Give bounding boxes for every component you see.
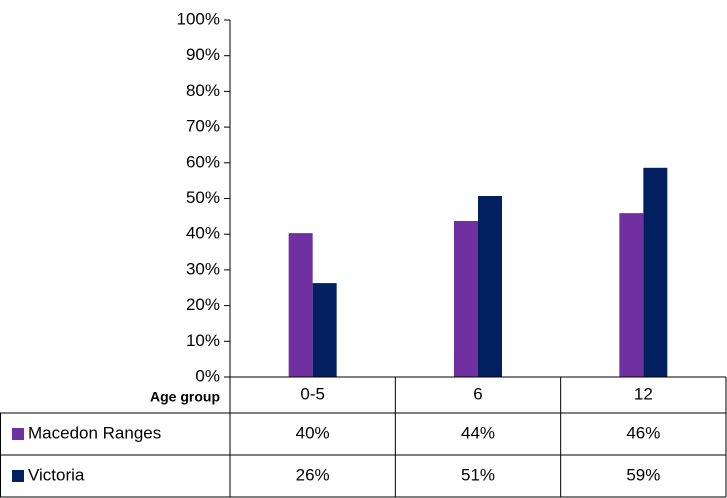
data-table-value: 51%	[461, 465, 495, 484]
legend-label: Victoria	[28, 465, 85, 484]
data-table-value: 44%	[461, 423, 495, 442]
y-tick-label: 30%	[186, 259, 220, 278]
data-table-value: 59%	[626, 465, 660, 484]
y-tick-label: 80%	[186, 81, 220, 100]
x-tick-label: 6	[473, 384, 482, 403]
y-tick-label: 50%	[186, 188, 220, 207]
y-tick-label: 60%	[186, 152, 220, 171]
data-table-value: 46%	[626, 423, 660, 442]
y-tick-label: 90%	[186, 45, 220, 64]
bar	[288, 233, 313, 377]
bar	[454, 220, 478, 377]
x-axis-label: Age group	[150, 389, 220, 405]
data-table-value: 26%	[296, 465, 330, 484]
y-tick-label: 100%	[177, 9, 220, 28]
legend-swatch	[12, 470, 24, 482]
bar	[643, 167, 668, 377]
bar	[619, 213, 644, 377]
x-tick-label: 0-5	[300, 384, 325, 403]
bar	[478, 196, 502, 377]
data-table-value: 40%	[296, 423, 330, 442]
y-tick-label: 10%	[186, 331, 220, 350]
y-tick-label: 40%	[186, 224, 220, 243]
x-tick-label: 12	[634, 384, 653, 403]
y-tick-label: 20%	[186, 295, 220, 314]
y-tick-label: 70%	[186, 117, 220, 136]
y-tick-label: 0%	[195, 366, 220, 385]
bar	[312, 283, 337, 377]
legend-label: Macedon Ranges	[28, 423, 161, 442]
legend-swatch	[12, 428, 24, 440]
